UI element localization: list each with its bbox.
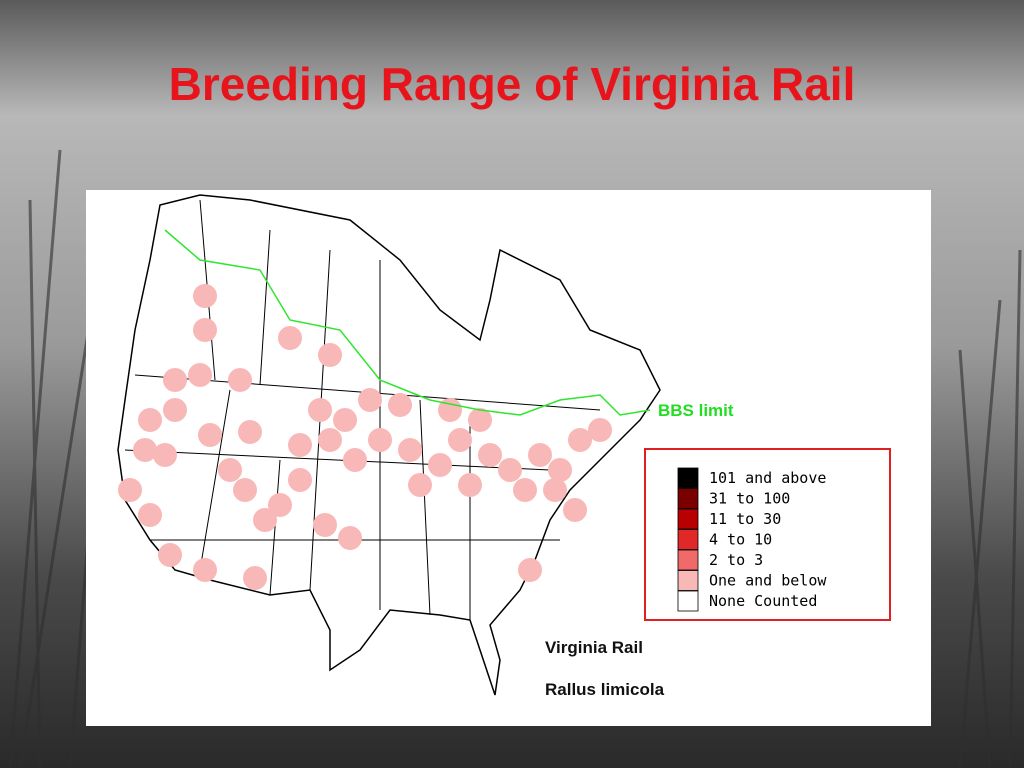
range-blob (243, 566, 267, 590)
range-blob (218, 458, 242, 482)
range-blob (563, 498, 587, 522)
range-blob (478, 443, 502, 467)
range-blob (518, 558, 542, 582)
legend-swatch (677, 549, 699, 571)
range-blob (193, 558, 217, 582)
legend-swatch (677, 488, 699, 509)
range-blob (358, 388, 382, 412)
range-blob (528, 443, 552, 467)
slide-title: Breeding Range of Virginia Rail (169, 58, 856, 110)
range-blob (318, 428, 342, 452)
range-blob (253, 508, 277, 532)
range-blob (228, 368, 252, 392)
range-blob (548, 458, 572, 482)
range-blobs (118, 284, 612, 590)
range-blob (448, 428, 472, 452)
legend-label: 4 to 10 (709, 531, 772, 549)
range-blob (388, 393, 412, 417)
range-blob (188, 363, 212, 387)
legend-swatch (677, 508, 699, 530)
legend-label: 31 to 100 (709, 490, 790, 508)
range-blob (193, 284, 217, 308)
range-blob (333, 408, 357, 432)
legend-swatch (677, 529, 699, 550)
range-blob (233, 478, 257, 502)
range-blob (543, 478, 567, 502)
range-blob (133, 438, 157, 462)
legend-label: None Counted (709, 592, 817, 610)
range-blob (118, 478, 142, 502)
range-blob (138, 408, 162, 432)
range-blob (368, 428, 392, 452)
species-scientific-name: Rallus limicola (545, 680, 665, 699)
range-blob (513, 478, 537, 502)
legend-label: 11 to 30 (709, 510, 781, 528)
range-blob (158, 543, 182, 567)
range-blob (308, 398, 332, 422)
legend: 101 and above 31 to 100 11 to 30 4 to 10 2 t… (677, 467, 827, 612)
legend-swatch (677, 590, 699, 612)
legend-label: One and below (709, 572, 827, 590)
range-blob (288, 433, 312, 457)
range-blob (163, 398, 187, 422)
range-blob (458, 473, 482, 497)
range-blob (163, 368, 187, 392)
range-blob (428, 453, 452, 477)
range-blob (343, 448, 367, 472)
range-blob (278, 326, 302, 350)
range-blob (408, 473, 432, 497)
range-blob (238, 420, 262, 444)
legend-swatch (677, 570, 699, 591)
range-blob (138, 503, 162, 527)
legend-label: 2 to 3 (709, 551, 763, 569)
range-blob (153, 443, 177, 467)
range-blob (268, 493, 292, 517)
range-blob (313, 513, 337, 537)
range-blob (468, 408, 492, 432)
species-common-name: Virginia Rail (545, 638, 643, 657)
range-blob (338, 526, 362, 550)
range-blob (198, 423, 222, 447)
range-blob (588, 418, 612, 442)
range-blob (288, 468, 312, 492)
bbs-limit-line (164, 229, 651, 416)
range-blob (498, 458, 522, 482)
bbs-limit-label: BBS limit (658, 401, 734, 420)
range-blob (318, 343, 342, 367)
range-blob (193, 318, 217, 342)
range-blob (568, 428, 592, 452)
range-blob (438, 398, 462, 422)
range-blob (398, 438, 422, 462)
legend-label: 101 and above (709, 469, 826, 487)
legend-swatch (677, 467, 699, 489)
